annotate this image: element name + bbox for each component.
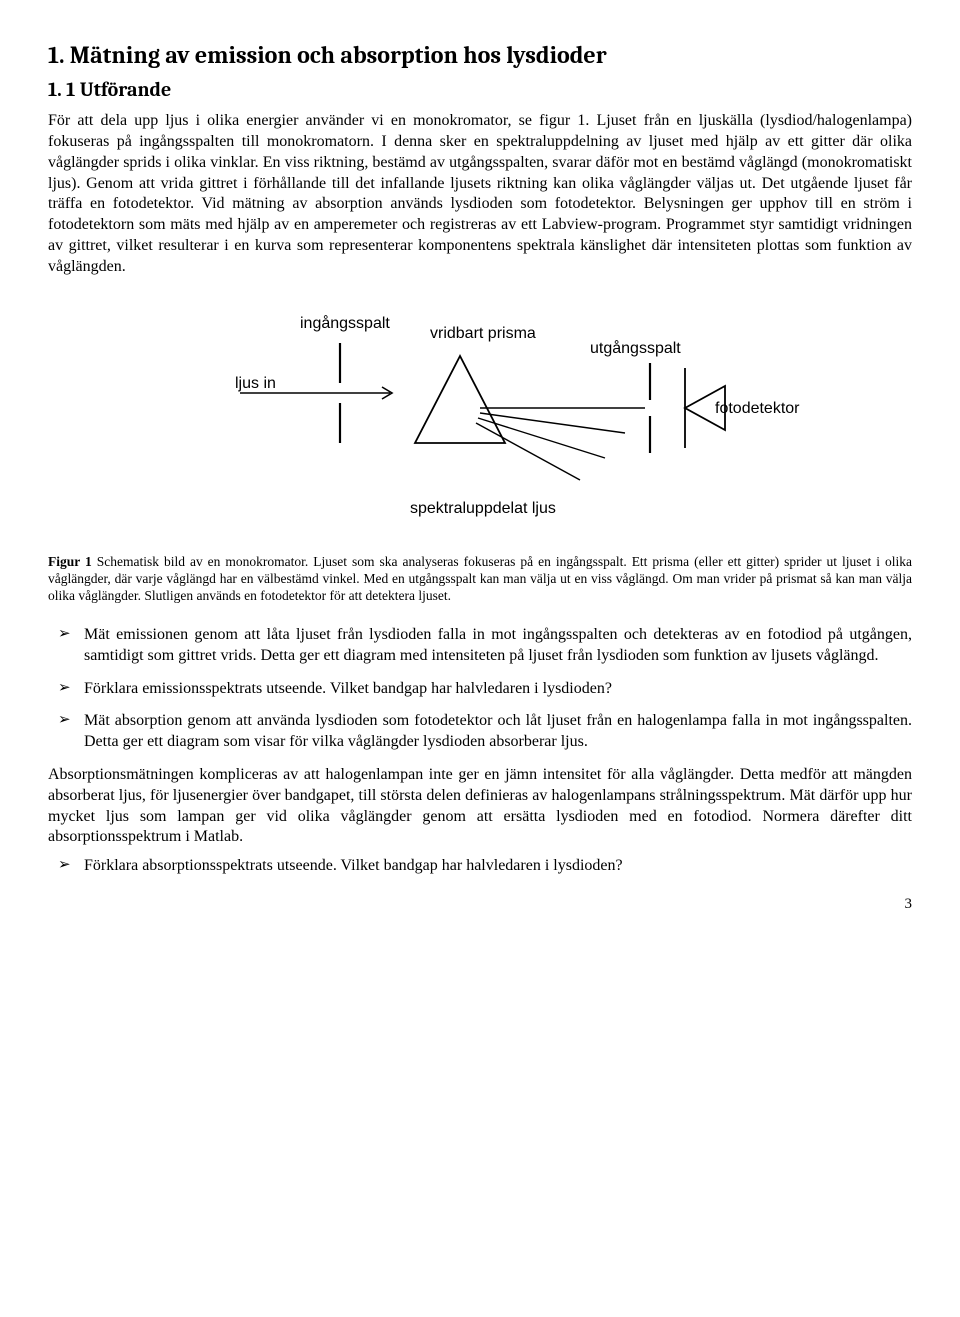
page-number: 3 [48,895,912,915]
list-item: Mät absorption genom att använda lysdiod… [48,711,912,753]
label-spektraluppdelat: spektraluppdelat ljus [410,500,556,517]
body-paragraph-1: För att dela upp ljus i olika energier a… [48,111,912,277]
label-vridbart-prisma: vridbart prisma [430,325,536,342]
figure-caption-bold: Figur 1 [48,554,92,569]
label-ljus-in: ljus in [235,375,276,392]
prism-icon [415,356,505,443]
page-title: 1. Mätning av emission och absorption ho… [48,40,912,71]
label-ingangsspalt: ingångsspalt [300,314,390,332]
label-utgangsspalt: utgångsspalt [590,339,681,357]
section-heading: 1. 1 Utförande [48,77,912,103]
task-list-2: Förklara absorptionsspektrats utseende. … [48,856,912,877]
monochromator-diagram: ingångsspalt vridbart prisma utgångsspal… [160,308,800,538]
label-fotodetektor: fotodetektor [715,400,800,417]
figure-1: ingångsspalt vridbart prisma utgångsspal… [48,308,912,545]
list-item: Mät emissionen genom att låta ljuset frå… [48,625,912,667]
ray-4 [476,423,580,480]
list-item: Förklara absorptionsspektrats utseende. … [48,856,912,877]
task-list-1: Mät emissionen genom att låta ljuset frå… [48,625,912,753]
body-paragraph-2: Absorptionsmätningen kompliceras av att … [48,765,912,848]
ray-2 [480,413,625,433]
list-item: Förklara emissionsspektrats utseende. Vi… [48,679,912,700]
ray-3 [478,418,605,458]
figure-caption-text: Schematisk bild av en monokromator. Ljus… [48,554,912,603]
figure-1-caption: Figur 1 Schematisk bild av en monokromat… [48,554,912,605]
